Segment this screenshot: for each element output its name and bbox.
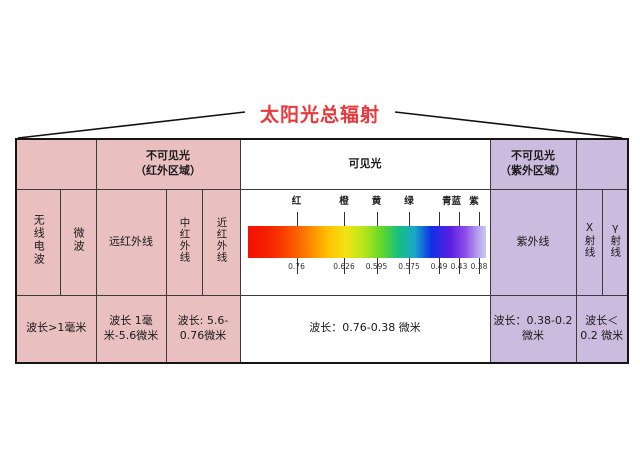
invisible-infrared-line1: 不可见光 bbox=[146, 149, 190, 163]
chart-title-area: 太阳光总辐射 bbox=[0, 100, 640, 136]
spectrum-tick-labels: 0.76 0.626 0.595 0.575 0.49 0.43 0.38 bbox=[242, 262, 492, 276]
invisible-infrared-line2: （红外区域） bbox=[135, 164, 201, 178]
spectrum-tick-label-6: 0.38 bbox=[470, 262, 488, 271]
band-gamma-ray: γ射线 bbox=[601, 188, 629, 296]
band-microwave: 微波 bbox=[59, 188, 97, 296]
band-radio-wave: 无线电波 bbox=[15, 188, 61, 296]
table-row-wavelengths: 波长>1毫米 波长 1毫米-5.6微米 波长: 5.6-0.76微米 波长：0.… bbox=[15, 294, 629, 364]
band-near-infrared: 近红外线 bbox=[201, 188, 241, 296]
spectrum-tick-label-1: 0.626 bbox=[333, 262, 355, 271]
spectrum-tick-label-0: 0.76 bbox=[288, 262, 305, 271]
wavelength-radio: 波长>1毫米 bbox=[15, 294, 97, 364]
band-microwave-label: 微波 bbox=[72, 226, 86, 253]
band-gamma-ray-label: γ射线 bbox=[609, 221, 622, 258]
spectrum-color-label-1: 橙 bbox=[339, 196, 349, 207]
visible-spectrum-cell: 红 橙 黄 绿 青蓝紫 0.76 0.626 0.595 0.575 0.49 0.43 0.38 bbox=[239, 188, 492, 296]
wavelength-visible: 波长：0.76-0.38 微米 bbox=[239, 294, 491, 364]
wavelength-xray-gamma: 波长＜0.2 微米 bbox=[575, 294, 629, 364]
band-far-infrared: 远红外线 bbox=[95, 188, 167, 296]
cell-invisible-infrared: 不可见光 （红外区域） bbox=[95, 138, 241, 190]
cell-visible-light: 可见光 bbox=[239, 138, 491, 190]
spectrum-tick-label-5: 0.43 bbox=[450, 262, 468, 271]
wavelength-far-infrared: 波长 1毫米-5.6微米 bbox=[95, 294, 167, 364]
wavelength-mid-near-infrared: 波长: 5.6-0.76微米 bbox=[165, 294, 241, 364]
invisible-uv-line2: （紫外区域） bbox=[500, 164, 566, 178]
band-mid-infrared: 中红外线 bbox=[165, 188, 203, 296]
cell-blank-left bbox=[15, 138, 97, 190]
band-radio-wave-label: 无线电波 bbox=[32, 213, 46, 266]
page-title: 太阳光总辐射 bbox=[259, 104, 381, 126]
spectrum-tick-label-2: 0.595 bbox=[365, 262, 388, 271]
spectrum-tick-label-4: 0.49 bbox=[430, 262, 448, 271]
spectrum-color-label-4: 青蓝 bbox=[441, 196, 462, 207]
cell-invisible-ultraviolet: 不可见光 （紫外区域） bbox=[489, 138, 577, 190]
spectrum-color-label-5: 紫 bbox=[469, 196, 479, 207]
wavelength-ultraviolet: 波长：0.38-0.2 微米 bbox=[489, 294, 577, 364]
table-row-bands: 无线电波 微波 远红外线 中红外线 近红外线 红橙黄绿青蓝紫 0.76 0.62 bbox=[15, 188, 629, 296]
spectrum-table: 不可见光 （红外区域） 可见光 不可见光 （紫外区域） 无线电波 微波 远红外线… bbox=[15, 138, 629, 364]
spectrum-color-label-2: 黄 bbox=[371, 196, 382, 207]
band-x-ray: X射线 bbox=[575, 188, 603, 296]
cell-blank-right bbox=[575, 138, 629, 190]
spectrum-tick-label-3: 0.575 bbox=[398, 262, 420, 271]
band-mid-infrared-label: 中红外线 bbox=[178, 216, 191, 263]
spectrum-color-label-3: 绿 bbox=[404, 196, 414, 207]
visible-spectrum-chart: 红 橙 黄 绿 青蓝紫 0.76 0.626 0.595 0.575 0.49 0.43 0.38 bbox=[242, 194, 492, 290]
spectrum-gradient-bar bbox=[247, 226, 486, 258]
table-row-categories: 不可见光 （红外区域） 可见光 不可见光 （紫外区域） bbox=[15, 138, 629, 190]
spectrum-color-labels: 红 橙 黄 绿 青蓝紫 bbox=[242, 196, 492, 210]
band-ultraviolet: 紫外线 bbox=[489, 188, 577, 296]
spectrum-color-label-0: 红 bbox=[291, 196, 302, 207]
band-near-infrared-label: 近红外线 bbox=[215, 216, 228, 263]
invisible-uv-line1: 不可见光 bbox=[511, 149, 555, 163]
band-x-ray-label: X射线 bbox=[583, 221, 596, 258]
band-far-infrared-label: 远红外线 bbox=[109, 234, 153, 248]
